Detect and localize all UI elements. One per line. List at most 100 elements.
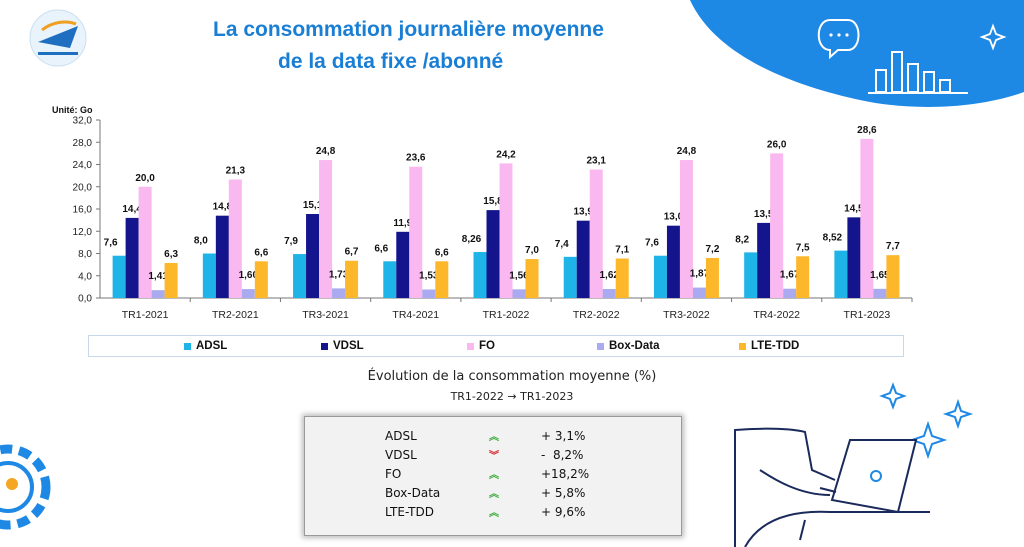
evolution-value: +18,2% xyxy=(541,467,590,481)
bar-ltetdd xyxy=(254,261,268,298)
bar-fo xyxy=(138,186,152,298)
data-label: 7,5 xyxy=(796,242,810,253)
bar-adsl xyxy=(744,252,758,298)
evolution-subtitle: TR1-2022 → TR1-2023 xyxy=(450,390,574,403)
y-tick-label: 28,0 xyxy=(73,138,93,149)
data-label: 15,8 xyxy=(483,196,503,207)
x-tick-label: TR3-2021 xyxy=(302,309,349,321)
data-label: 28,6 xyxy=(857,125,877,136)
data-label: 6,6 xyxy=(254,247,268,258)
bar-boxdata xyxy=(422,289,436,298)
legend-swatch xyxy=(321,342,328,350)
bar-vdsl xyxy=(847,217,861,298)
legend-item: Box-Data xyxy=(597,338,659,354)
y-tick-label: 4,0 xyxy=(78,271,92,282)
data-label: 14,8 xyxy=(213,202,233,213)
bar-boxdata xyxy=(332,288,346,298)
legend-label: Box-Data xyxy=(609,340,660,352)
bar-chart-icon xyxy=(868,51,968,94)
bar-adsl xyxy=(834,250,848,298)
bar-ltetdd xyxy=(435,261,449,298)
data-label: 1,53 xyxy=(419,270,439,281)
data-label: 24,2 xyxy=(496,149,516,160)
bar-ltetdd xyxy=(615,258,629,298)
data-label: 8,52 xyxy=(823,233,843,244)
arrow-up-icon: ︽ xyxy=(489,508,499,519)
bar-fo xyxy=(319,160,333,298)
data-label: 13,0 xyxy=(664,212,684,223)
data-label: 20,0 xyxy=(135,173,155,184)
legend-item: ADSL xyxy=(184,338,227,354)
legend-label: LTE-TDD xyxy=(751,340,800,352)
evolution-name: Box-Data xyxy=(385,486,441,500)
bar-fo xyxy=(499,163,513,298)
data-label: 7,4 xyxy=(555,239,569,250)
data-label: 21,3 xyxy=(226,166,246,177)
bar-fo xyxy=(679,160,693,298)
bar-boxdata xyxy=(151,290,165,298)
x-tick-label: TR1-2021 xyxy=(122,309,169,321)
data-label: 13,5 xyxy=(754,209,774,220)
bar-adsl xyxy=(293,254,307,298)
data-label: 7,2 xyxy=(705,244,719,255)
bar-boxdata xyxy=(602,288,616,298)
arrow-up-icon: ︽ xyxy=(489,432,499,443)
bar-adsl xyxy=(473,252,487,298)
legend-item: FO xyxy=(467,338,495,354)
bar-ltetdd xyxy=(705,257,719,298)
page-title-line1: La consommation journalière moyenne xyxy=(213,18,604,41)
data-label: 8,26 xyxy=(462,234,482,245)
data-label: 7,1 xyxy=(615,245,629,256)
data-label: 23,6 xyxy=(406,153,426,164)
chat-bubble-icon xyxy=(817,19,860,60)
bar-fo xyxy=(860,138,874,298)
legend-swatch xyxy=(467,342,474,350)
bar-vdsl xyxy=(576,220,590,298)
data-label: 6,3 xyxy=(164,249,178,260)
legend-item: LTE-TDD xyxy=(739,338,799,354)
page-title-line2: de la data fixe /abonné xyxy=(278,50,504,73)
data-label: 1,67 xyxy=(780,270,800,281)
data-label: 6,6 xyxy=(374,243,388,254)
x-tick-label: TR1-2023 xyxy=(844,309,891,321)
legend-label: FO xyxy=(479,340,495,352)
data-label: 11,9 xyxy=(393,218,412,229)
data-label: 14,5 xyxy=(844,203,864,214)
bar-fo xyxy=(589,169,603,298)
data-label: 1,62 xyxy=(599,270,619,281)
sparkle-icon xyxy=(979,23,1007,51)
data-label: 7,9 xyxy=(284,236,298,247)
data-label: 1,56 xyxy=(509,270,529,281)
bar-chart: Unité: Go 0,0 4,0 8,0 12,0 16,0 20,0 24,0 28,0 32… xyxy=(52,105,913,321)
bar-adsl xyxy=(653,255,667,298)
bar-ltetdd xyxy=(164,262,178,298)
data-label: 1,73 xyxy=(329,269,349,280)
bar-vdsl xyxy=(215,215,229,298)
bar-vdsl xyxy=(757,222,771,298)
bar-boxdata xyxy=(241,289,255,298)
evolution-name: LTE-TDD xyxy=(385,505,434,519)
bar-adsl xyxy=(383,261,397,298)
data-label: 1,60 xyxy=(239,270,259,281)
bar-vdsl xyxy=(486,210,500,298)
evolution-row: FO ︽ +18,2% xyxy=(305,465,681,483)
bar-vdsl xyxy=(666,225,680,298)
evolution-row: ADSL ︽ + 3,1% xyxy=(305,427,681,445)
data-label: 7,6 xyxy=(645,238,659,249)
legend-swatch xyxy=(184,342,191,350)
y-tick-label: 12,0 xyxy=(73,227,93,238)
arrow-up-icon: ︽ xyxy=(489,470,499,481)
evolution-name: VDSL xyxy=(385,448,417,462)
data-label: 8,0 xyxy=(194,236,208,247)
bar-boxdata xyxy=(873,288,887,298)
evolution-row: VDSL ︾ - 8,2% xyxy=(305,446,681,464)
bar-ltetdd xyxy=(796,256,810,298)
y-tick-label: 20,0 xyxy=(73,182,93,193)
x-tick-label: TR3-2022 xyxy=(663,309,710,321)
logo-icon xyxy=(29,9,87,67)
bar-vdsl xyxy=(125,217,139,298)
data-label: 13,9 xyxy=(573,207,593,218)
unit-label: Unité: Go xyxy=(52,105,93,115)
arrow-down-icon: ︾ xyxy=(489,451,499,462)
bar-ltetdd xyxy=(886,255,900,298)
